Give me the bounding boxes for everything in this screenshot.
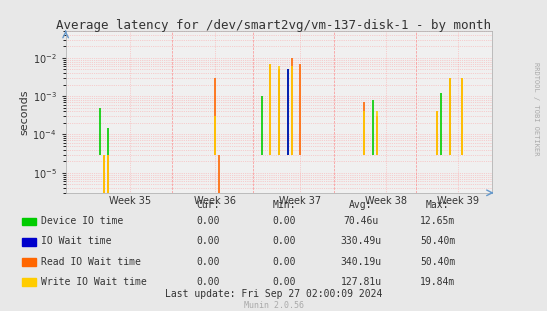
Text: Max:: Max:	[426, 200, 449, 210]
Text: Read IO Wait time: Read IO Wait time	[41, 257, 141, 267]
Text: IO Wait time: IO Wait time	[41, 236, 112, 247]
Text: 0.00: 0.00	[196, 216, 219, 226]
Text: 0.00: 0.00	[273, 236, 296, 247]
Bar	[22, 258, 36, 266]
Text: Last update: Fri Sep 27 02:00:09 2024: Last update: Fri Sep 27 02:00:09 2024	[165, 289, 382, 299]
Text: Write IO Wait time: Write IO Wait time	[41, 277, 147, 287]
Text: 50.40m: 50.40m	[420, 236, 455, 247]
Text: 70.46u: 70.46u	[344, 216, 379, 226]
Bar	[22, 238, 36, 246]
Text: 0.00: 0.00	[196, 236, 219, 247]
Text: Device IO time: Device IO time	[41, 216, 123, 226]
Bar	[22, 218, 36, 225]
Text: 0.00: 0.00	[273, 257, 296, 267]
Text: 0.00: 0.00	[273, 277, 296, 287]
Text: 0.00: 0.00	[196, 277, 219, 287]
Text: 0.00: 0.00	[273, 216, 296, 226]
Text: 12.65m: 12.65m	[420, 216, 455, 226]
Text: 19.84m: 19.84m	[420, 277, 455, 287]
Text: 330.49u: 330.49u	[340, 236, 382, 247]
Text: Avg:: Avg:	[350, 200, 373, 210]
Text: Average latency for /dev/smart2vg/vm-137-disk-1 - by month: Average latency for /dev/smart2vg/vm-137…	[56, 19, 491, 32]
Y-axis label: seconds: seconds	[20, 89, 30, 135]
Bar	[22, 278, 36, 286]
Text: 50.40m: 50.40m	[420, 257, 455, 267]
Text: Min:: Min:	[273, 200, 296, 210]
Text: Cur:: Cur:	[196, 200, 219, 210]
Text: 0.00: 0.00	[196, 257, 219, 267]
Text: RRDTOOL / TOBI OETIKER: RRDTOOL / TOBI OETIKER	[533, 62, 539, 156]
Text: Munin 2.0.56: Munin 2.0.56	[243, 301, 304, 310]
Text: 127.81u: 127.81u	[340, 277, 382, 287]
Text: 340.19u: 340.19u	[340, 257, 382, 267]
